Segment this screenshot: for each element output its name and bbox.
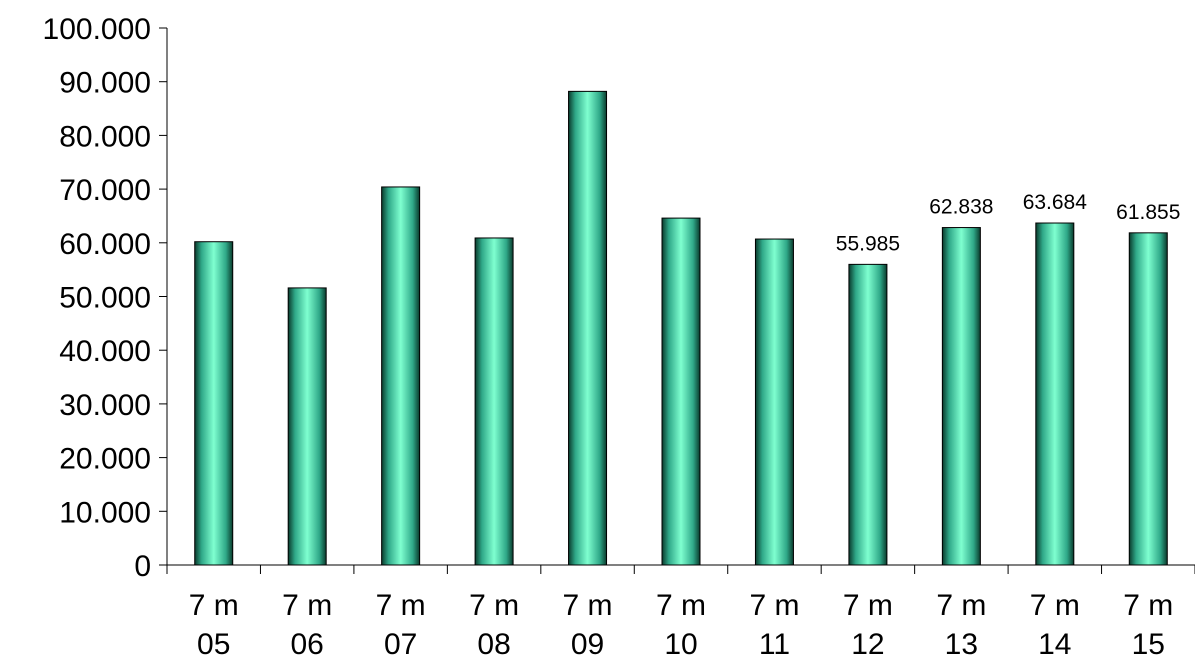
x-tick-label: 7 m 12 — [843, 589, 893, 661]
data-labels: 55.985 62.838 63.684 61.855 — [836, 191, 1181, 255]
y-tick-label: 80.000 — [59, 120, 151, 153]
x-tick-label: 7 m 10 — [656, 589, 706, 661]
x-tick-label: 7 m 13 — [936, 589, 986, 661]
x-tick-label-line: 14 — [1038, 628, 1071, 661]
x-tick-label-line: 7 m — [749, 589, 799, 622]
x-tick-label: 7 m 11 — [749, 589, 799, 661]
x-tick-label-line: 7 m — [843, 589, 893, 622]
x-tick-label-line: 7 m — [656, 589, 706, 622]
data-label: 63.684 — [1023, 191, 1088, 214]
y-tick-label: 20.000 — [59, 443, 151, 476]
y-tick-label: 10.000 — [59, 496, 151, 529]
x-tick-label-line: 15 — [1132, 628, 1165, 661]
x-tick-label: 7 m 09 — [563, 589, 613, 661]
x-tick-label-line: 07 — [384, 628, 417, 661]
x-tick-label-line: 7 m — [563, 589, 613, 622]
bar — [194, 241, 234, 566]
x-tick-label-line: 7 m — [189, 589, 239, 622]
x-tick-label-line: 7 m — [469, 589, 519, 622]
x-tick-label-line: 10 — [664, 628, 697, 661]
bar — [474, 237, 514, 566]
data-label: 55.985 — [836, 232, 900, 255]
x-tick-label-line: 11 — [759, 628, 790, 661]
data-label: 62.838 — [929, 196, 993, 219]
y-tick-label: 50.000 — [59, 282, 151, 315]
y-tick-label: 70.000 — [59, 174, 151, 207]
bar — [287, 287, 327, 566]
bar — [1035, 222, 1075, 566]
bar — [754, 238, 794, 566]
y-tick-label: 60.000 — [59, 228, 151, 261]
x-tick-label: 7 m 07 — [376, 589, 426, 661]
x-tick-label-line: 12 — [851, 628, 884, 661]
bar — [661, 217, 701, 566]
x-axis: 7 m 057 m 067 m 077 m 087 m 097 m 107 m 117 m 12… — [166, 564, 1195, 661]
bar — [1128, 232, 1168, 566]
x-tick-label-line: 09 — [571, 628, 604, 661]
bar — [941, 227, 981, 566]
x-tick-label-line: 7 m — [282, 589, 332, 622]
x-tick-label: 7 m 05 — [189, 589, 239, 661]
bar — [848, 263, 888, 566]
x-tick-label: 7 m 06 — [282, 589, 332, 661]
y-tick-label: 30.000 — [59, 389, 151, 422]
y-axis: 0 10.000 20.000 30.000 40.000 50.000 60.000 70.… — [43, 13, 168, 583]
x-tick-label: 7 m 14 — [1030, 589, 1080, 661]
x-tick-label-line: 08 — [477, 628, 510, 661]
data-label: 61.855 — [1116, 201, 1180, 224]
bar — [381, 186, 421, 566]
x-tick-label-line: 13 — [945, 628, 978, 661]
y-tick-label: 0 — [134, 550, 151, 583]
x-tick-label-line: 7 m — [1030, 589, 1080, 622]
x-tick-label-line: 05 — [197, 628, 230, 661]
x-tick-label-line: 06 — [290, 628, 323, 661]
x-tick-label-line: 7 m — [936, 589, 986, 622]
bar-series — [194, 90, 1168, 566]
y-tick-label: 40.000 — [59, 335, 151, 368]
x-tick-label: 7 m 15 — [1123, 589, 1173, 661]
bar — [568, 90, 608, 566]
x-tick-label-line: 7 m — [1123, 589, 1173, 622]
y-tick-label: 90.000 — [59, 67, 151, 100]
x-tick-label: 7 m 08 — [469, 589, 519, 661]
y-tick-label: 100.000 — [43, 13, 151, 46]
x-tick-label-line: 7 m — [376, 589, 426, 622]
